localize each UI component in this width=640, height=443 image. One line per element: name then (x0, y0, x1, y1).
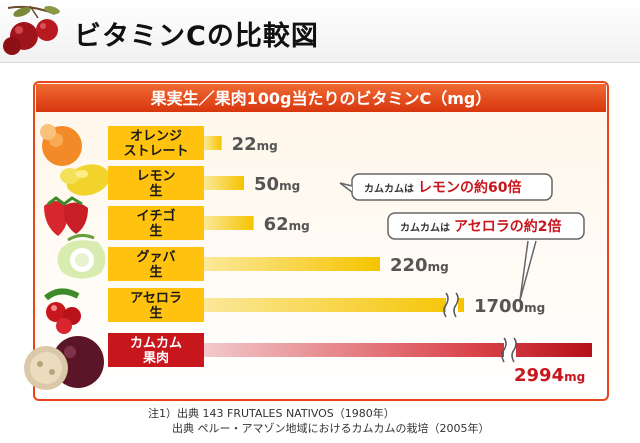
category-label: オレンジ (130, 129, 182, 144)
category-label: アセロラ (130, 291, 182, 306)
category-label-box (108, 206, 204, 240)
category-label: レモン (136, 169, 175, 184)
footnote: 注1）出典 143 FRUTALES NATIVOS（1980年） 出典 ペルー… (148, 406, 490, 436)
value-label: 22mg (232, 134, 278, 155)
bar (204, 298, 464, 312)
category-label: グァバ (136, 249, 175, 265)
callout-pointer (519, 240, 537, 301)
bar (204, 216, 254, 230)
callout-text: カムカムは アセロラの約2倍 (400, 218, 561, 235)
footnote-line-2: 出典 ペルー・アマゾン地域におけるカムカムの栽培（2005年） (172, 422, 490, 435)
axis-break-gap (504, 339, 516, 361)
axis-break-gap (446, 294, 458, 316)
category-label: 生 (149, 183, 162, 199)
value-labels: 22mg 50mg 62mg 220mg 1700mg 2994mg (232, 134, 586, 386)
axis-break-mark (453, 292, 459, 318)
category-label: カムカム (130, 336, 182, 351)
category-label: ストレート (123, 144, 188, 159)
value-label: 62mg (264, 214, 310, 235)
category-label-box (108, 247, 204, 281)
guava-icon (57, 233, 106, 279)
footnote-line-1: 注1）出典 143 FRUTALES NATIVOS（1980年） (148, 407, 395, 420)
category-label-box (108, 126, 204, 160)
acerola-icon (44, 288, 81, 334)
callout-text: カムカムは レモンの約60倍 (364, 179, 521, 196)
bar (204, 343, 592, 357)
camu-camu-berry-icon (3, 5, 60, 55)
category-label-box (108, 288, 204, 322)
axis-break-mark (443, 292, 449, 318)
callout-box (387, 212, 585, 240)
category-label: イチゴ (136, 208, 175, 224)
category-label: 生 (149, 305, 162, 321)
title-banner: ビタミンCの比較図 (0, 0, 640, 63)
page-title: ビタミンCの比較図 (74, 21, 319, 52)
value-label: 50mg (254, 174, 300, 195)
category-label: 生 (149, 264, 162, 280)
category-label-box (108, 166, 204, 200)
camu-camu-icon (24, 336, 104, 390)
bars (204, 136, 592, 363)
value-label: 220mg (390, 255, 449, 276)
lemon-icon (60, 164, 110, 196)
strawberry-icon (44, 196, 88, 236)
bar (204, 257, 380, 271)
category-label-box (108, 333, 204, 367)
orange-icon (40, 124, 82, 166)
bar (204, 136, 222, 150)
bar (204, 176, 244, 190)
callout-pointer (339, 182, 353, 193)
axis-break-mark (501, 337, 507, 363)
value-label: 2994mg (514, 365, 585, 386)
chart-title: 果実生／果肉100g当たりのビタミンC（mg） (150, 89, 492, 108)
category-label: 生 (149, 223, 162, 239)
axis-break-mark (511, 337, 517, 363)
fruit-illustrations (24, 124, 110, 390)
value-label: 1700mg (474, 296, 545, 317)
category-label: 果肉 (142, 350, 169, 366)
